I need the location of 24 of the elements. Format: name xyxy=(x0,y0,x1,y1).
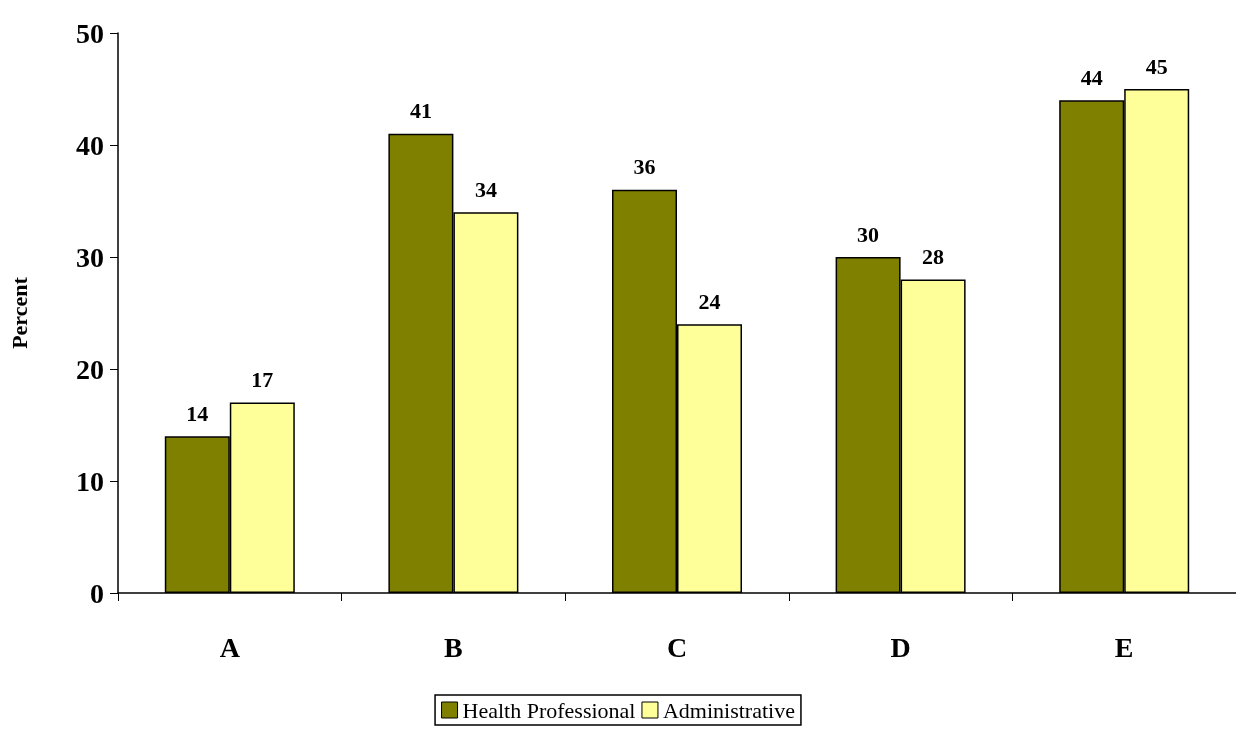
data-label: 28 xyxy=(922,243,945,269)
data-label: 36 xyxy=(633,154,656,180)
data-label: 17 xyxy=(251,367,274,393)
x-tick-label: B xyxy=(444,631,463,663)
x-tick-label: D xyxy=(890,631,911,663)
data-label: 44 xyxy=(1080,64,1103,90)
y-tick-label: 10 xyxy=(76,465,104,497)
legend-label: Administrative xyxy=(662,697,795,723)
data-label: 34 xyxy=(474,176,497,202)
x-tick-label: A xyxy=(219,631,241,663)
y-axis-title: Percent xyxy=(6,276,32,349)
data-label: 45 xyxy=(1145,53,1168,79)
data-label: 24 xyxy=(698,288,721,314)
y-tick-label: 50 xyxy=(76,17,104,49)
x-tick-label: C xyxy=(666,631,688,663)
legend-label: Health Professional xyxy=(462,697,636,723)
data-label: 14 xyxy=(186,400,209,426)
y-tick-label: 20 xyxy=(76,353,104,385)
y-tick-label: 0 xyxy=(90,577,104,609)
data-label: 30 xyxy=(857,221,880,247)
y-tick-label: 30 xyxy=(76,241,104,273)
y-tick-label: 40 xyxy=(76,129,104,161)
x-tick-label: E xyxy=(1114,631,1134,663)
data-label: 41 xyxy=(409,98,432,124)
